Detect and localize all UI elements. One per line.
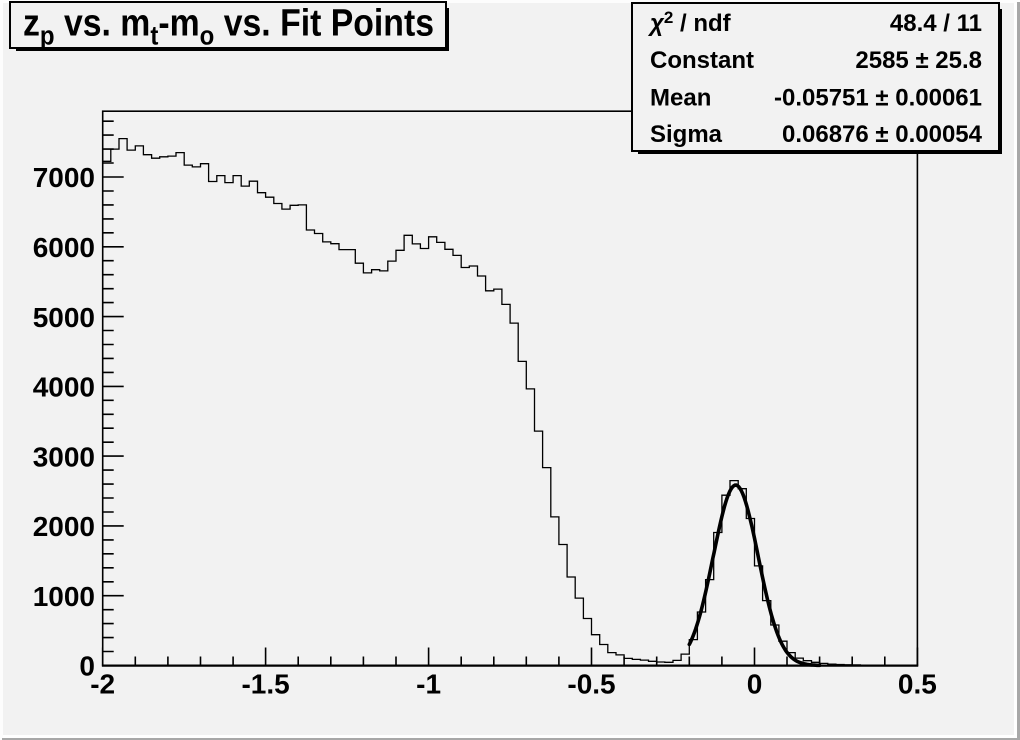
svg-text:Mean: Mean	[650, 85, 711, 112]
svg-text:-2: -2	[90, 669, 115, 700]
svg-text:6000: 6000	[33, 232, 95, 263]
svg-text:4000: 4000	[33, 372, 95, 403]
svg-text:2000: 2000	[33, 511, 95, 542]
svg-text:zp vs. mt-mo vs. Fit Points: zp vs. mt-mo vs. Fit Points	[23, 3, 434, 51]
svg-text:Constant: Constant	[650, 47, 754, 74]
svg-text:5000: 5000	[33, 302, 95, 333]
svg-text:1000: 1000	[33, 581, 95, 612]
svg-text:0.5: 0.5	[898, 669, 937, 700]
svg-text:48.4 / 11: 48.4 / 11	[890, 10, 982, 37]
svg-text:-1.5: -1.5	[241, 669, 289, 700]
svg-text:0.06876 ± 0.00054: 0.06876 ± 0.00054	[782, 121, 983, 148]
svg-text:0: 0	[79, 651, 95, 682]
svg-text:χ2 / ndf: χ2 / ndf	[647, 8, 732, 37]
svg-text:2585 ± 25.8: 2585 ± 25.8	[855, 47, 982, 74]
svg-text:-0.05751 ± 0.00061: -0.05751 ± 0.00061	[774, 85, 982, 112]
svg-text:0: 0	[747, 669, 763, 700]
svg-text:-0.5: -0.5	[567, 669, 615, 700]
svg-text:3000: 3000	[33, 441, 95, 472]
svg-text:Sigma: Sigma	[650, 121, 723, 148]
svg-text:-1: -1	[416, 669, 441, 700]
svg-text:7000: 7000	[33, 162, 95, 193]
